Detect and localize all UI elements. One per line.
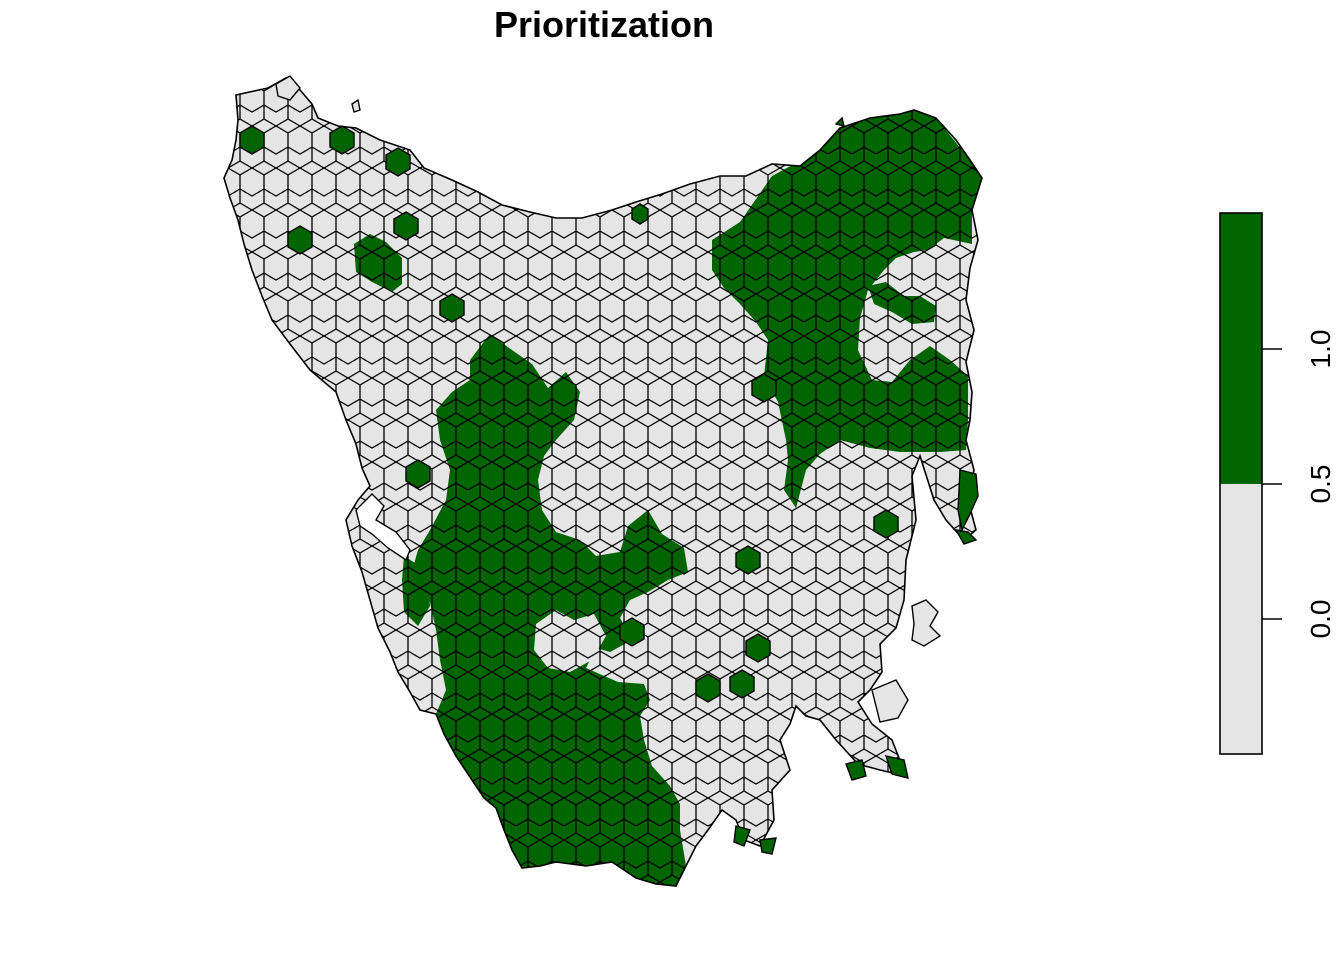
selected-hex — [385, 147, 411, 177]
selected-hex — [751, 373, 777, 403]
selected-hex — [873, 509, 899, 539]
selected-hex — [439, 293, 465, 323]
island — [733, 825, 751, 847]
offshore-islands — [275, 75, 979, 855]
island — [957, 469, 979, 533]
selected-hex — [631, 203, 649, 225]
island — [884, 755, 909, 779]
island — [759, 837, 777, 855]
legend-bin-unselected — [1220, 484, 1262, 754]
selected-single-hexes — [239, 125, 899, 703]
island — [871, 679, 909, 723]
selected-hex — [329, 125, 355, 155]
selected-hex — [393, 211, 419, 241]
legend-tick-label: 0.0 — [1305, 600, 1336, 639]
harbour-inlet — [355, 493, 411, 562]
selected-hex — [405, 459, 431, 489]
island — [954, 529, 978, 545]
selected-hex — [729, 669, 755, 699]
island — [275, 75, 301, 101]
legend-tick-label: 1.0 — [1305, 330, 1336, 369]
island — [351, 98, 361, 113]
plot-title: Prioritization — [493, 4, 714, 45]
island — [911, 599, 942, 647]
selected-hex — [619, 617, 645, 647]
selected-hex — [745, 633, 771, 663]
legend-tick-label: 0.5 — [1305, 465, 1336, 504]
selected-hex — [287, 225, 313, 255]
hex-grid — [224, 78, 982, 886]
island — [845, 759, 867, 781]
selected-hex — [695, 673, 721, 703]
island — [834, 116, 845, 127]
legend-colorbar: 0.0 0.5 1.0 — [1219, 212, 1336, 755]
selected-hex — [239, 125, 265, 155]
selected-hex — [735, 545, 761, 575]
tasmania-map — [223, 75, 983, 887]
legend-bin-selected — [1220, 213, 1262, 484]
